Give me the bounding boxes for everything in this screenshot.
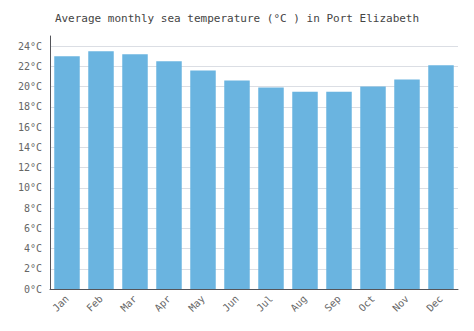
svg-text:12°C: 12°C [18,162,42,173]
svg-text:Average monthly sea temperatur: Average monthly sea temperature (°C ) in… [55,12,419,25]
svg-text:14°C: 14°C [18,142,42,153]
svg-text:6°C: 6°C [24,223,42,234]
svg-text:4°C: 4°C [24,243,42,254]
svg-text:May: May [186,293,207,314]
svg-text:24°C: 24°C [18,41,42,52]
svg-text:20°C: 20°C [18,81,42,92]
svg-text:Aug: Aug [288,293,309,314]
svg-text:16°C: 16°C [18,122,42,133]
svg-text:Oct: Oct [356,293,377,314]
svg-text:0°C: 0°C [24,284,42,295]
svg-text:2°C: 2°C [24,263,42,274]
svg-text:Nov: Nov [390,293,411,314]
svg-text:Jul: Jul [254,293,275,314]
svg-text:Sep: Sep [322,293,343,314]
svg-text:Jan: Jan [50,293,71,314]
svg-text:Jun: Jun [220,293,241,314]
svg-text:Dec: Dec [424,293,445,314]
svg-text:Apr: Apr [152,293,173,314]
svg-text:Feb: Feb [84,293,105,314]
svg-text:Mar: Mar [118,293,139,314]
svg-text:18°C: 18°C [18,101,42,112]
svg-text:10°C: 10°C [18,182,42,193]
svg-text:8°C: 8°C [24,203,42,214]
svg-text:22°C: 22°C [18,61,42,72]
